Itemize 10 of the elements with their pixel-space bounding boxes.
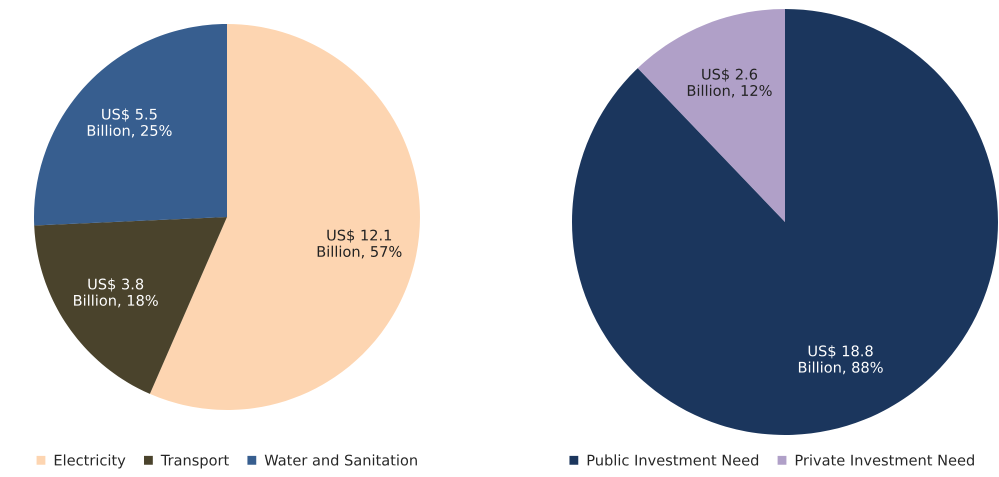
legend-label: Electricity (54, 454, 126, 468)
data-label: US$ 3.8 Billion, 18% (74, 278, 158, 308)
legend-label: Public Investment Need (588, 454, 758, 466)
legend-label: Private Investment Need (796, 454, 974, 466)
data-label: US$ 2.6 Billion, 12% (688, 68, 772, 98)
legend-label: Water and Sanitation (264, 454, 417, 466)
data-label: US$ 18.8 Billion, 88% (798, 345, 883, 374)
legend-label: Transport (160, 454, 229, 468)
data-label: US$ 5.5 Billion, 25% (88, 108, 172, 138)
data-label: US$ 12.1 Billion, 57% (318, 229, 402, 258)
